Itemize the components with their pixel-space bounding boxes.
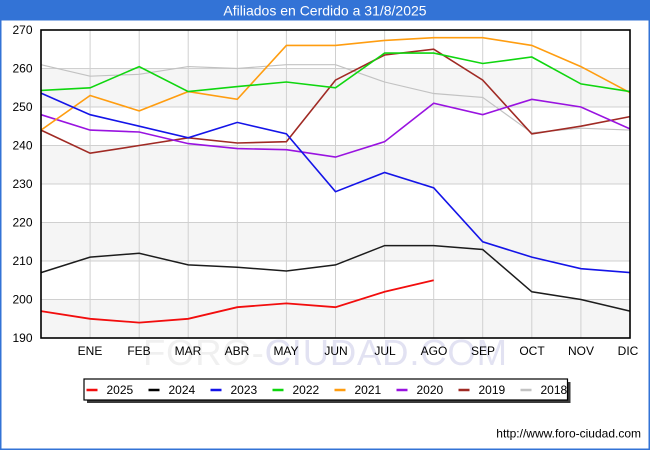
svg-text:230: 230: [12, 177, 32, 191]
svg-text:JUL: JUL: [374, 344, 396, 358]
svg-text:2018: 2018: [541, 383, 568, 397]
svg-text:2022: 2022: [293, 383, 320, 397]
svg-text:190: 190: [12, 331, 32, 345]
svg-text:250: 250: [12, 100, 32, 114]
svg-text:MAY: MAY: [273, 344, 298, 358]
svg-text:2019: 2019: [479, 383, 506, 397]
svg-text:2024: 2024: [169, 383, 196, 397]
svg-text:ENE: ENE: [78, 344, 103, 358]
svg-text:FORO-CIUDAD.COM: FORO-CIUDAD.COM: [143, 332, 508, 373]
svg-text:2023: 2023: [231, 383, 258, 397]
svg-text:260: 260: [12, 62, 32, 76]
svg-text:ABR: ABR: [225, 344, 250, 358]
svg-text:AGO: AGO: [421, 344, 448, 358]
svg-text:2020: 2020: [417, 383, 444, 397]
svg-text:OCT: OCT: [519, 344, 545, 358]
svg-text:200: 200: [12, 293, 32, 307]
svg-text:210: 210: [12, 254, 32, 268]
svg-text:2025: 2025: [107, 383, 134, 397]
svg-text:MAR: MAR: [175, 344, 202, 358]
svg-text:2021: 2021: [355, 383, 382, 397]
svg-text:http://www.foro-ciudad.com: http://www.foro-ciudad.com: [496, 427, 641, 441]
svg-text:SEP: SEP: [471, 344, 495, 358]
svg-text:Afiliados en Cerdido a 31/8/20: Afiliados en Cerdido a 31/8/2025: [223, 3, 426, 19]
svg-text:JUN: JUN: [324, 344, 347, 358]
svg-text:220: 220: [12, 216, 32, 230]
svg-text:270: 270: [12, 23, 32, 37]
svg-text:FEB: FEB: [127, 344, 150, 358]
svg-text:240: 240: [12, 139, 32, 153]
svg-text:DIC: DIC: [618, 344, 639, 358]
svg-text:NOV: NOV: [568, 344, 594, 358]
